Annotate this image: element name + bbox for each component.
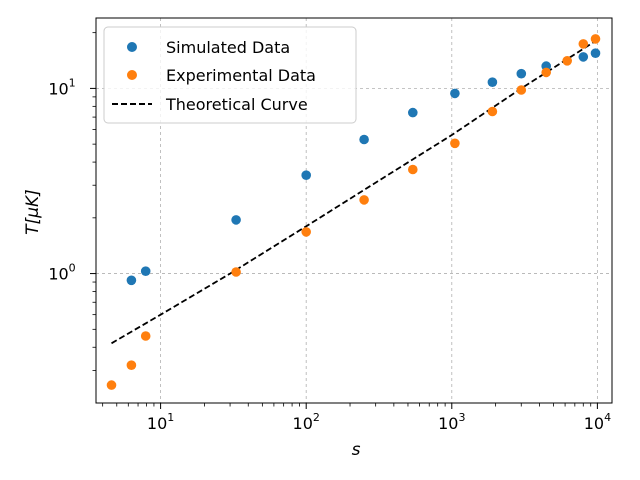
simulated-data-point <box>590 48 601 58</box>
simulated-data-point <box>516 68 527 79</box>
experimental-data-point <box>562 56 572 66</box>
simulated-data-point <box>301 170 312 180</box>
experimental-data-point <box>231 267 241 277</box>
x-tick-label: 102 <box>293 411 320 433</box>
simulated-data-point <box>450 88 460 99</box>
legend-label-experimental: Experimental Data <box>166 66 316 85</box>
simulated-data-point <box>578 52 589 62</box>
x-tick-label: 104 <box>584 411 611 433</box>
simulated-data-point <box>140 266 151 277</box>
legend-box <box>103 26 357 124</box>
x-tick-label: 101 <box>147 411 174 433</box>
experimental-data-point <box>578 39 589 49</box>
experimental-data-point <box>140 331 151 341</box>
legend: Simulated Data Experimental Data Theoret… <box>103 26 357 124</box>
experimental-data-point <box>516 85 527 95</box>
theoretical-curve-line <box>111 39 598 345</box>
legend-marker-experimental <box>127 70 137 80</box>
curve-layer <box>111 39 598 345</box>
simulated-data-point <box>487 77 498 87</box>
experimental-data-point <box>487 106 498 117</box>
experimental-data-point <box>450 138 460 149</box>
experimental-data-point <box>301 227 312 237</box>
points-layer <box>106 34 601 390</box>
legend-label-simulated: Simulated Data <box>166 38 290 57</box>
experimental-data-point <box>106 380 117 390</box>
legend-marker-simulated <box>127 42 137 52</box>
y-axis-label: T[μK] <box>23 189 43 235</box>
simulated-data-point <box>126 275 137 286</box>
experimental-data-point <box>126 360 137 371</box>
legend-label-theoretical: Theoretical Curve <box>165 95 308 114</box>
simulated-data-point <box>231 215 241 225</box>
simulated-data-point <box>359 134 369 145</box>
experimental-data-point <box>408 164 418 175</box>
plot-frame <box>95 17 613 404</box>
experimental-data-point <box>590 34 601 44</box>
x-axis-label: s <box>352 440 361 460</box>
experimental-data-point <box>359 195 369 205</box>
ticks-layer: 101 102 103 104 100 101 <box>48 32 611 433</box>
y-tick-label: 100 <box>48 262 75 284</box>
x-tick-label: 103 <box>438 411 465 433</box>
simulated-data-point <box>408 107 418 118</box>
y-tick-label: 101 <box>48 76 75 98</box>
experimental-data-point <box>541 67 551 78</box>
